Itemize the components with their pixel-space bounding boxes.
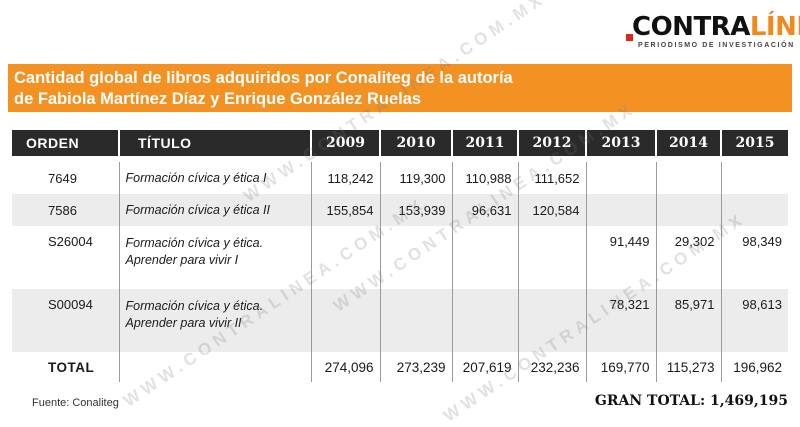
total-value-cell: 169,770 xyxy=(585,352,656,382)
titulo-cell: Formación cívica y ética. Aprender para v… xyxy=(118,289,311,352)
value-cell: 98,349 xyxy=(720,226,788,289)
value-cell xyxy=(379,289,452,352)
value-cell xyxy=(655,194,721,226)
header-orden: ORDEN xyxy=(12,130,119,156)
titulo-line-1: Formación cívica y ética. xyxy=(125,299,264,313)
header-year-2014: 2014 xyxy=(655,130,721,156)
data-table: ORDEN TÍTULO 2009 2010 2011 2012 2013 20… xyxy=(12,130,788,382)
value-cell xyxy=(451,289,518,352)
header-year-2015: 2015 xyxy=(720,130,788,156)
value-cell xyxy=(517,289,586,352)
value-cell xyxy=(379,226,452,289)
chart-title-line-2: de Fabiola Martínez Díaz y Enrique Gonzá… xyxy=(14,90,422,108)
value-cell: 120,584 xyxy=(517,194,586,226)
titulo-line-2: Aprender para vivir II xyxy=(125,316,242,330)
logo-brand-part1: CONTRA xyxy=(632,12,750,42)
total-value-cell: 232,236 xyxy=(517,352,586,382)
table-row: S00094 Formación cívica y ética. Aprender… xyxy=(12,289,788,352)
value-cell: 96,631 xyxy=(451,194,518,226)
value-cell: 29,302 xyxy=(655,226,721,289)
titulo-line-1: Formación cívica y ética. xyxy=(125,236,264,250)
titulo-cell: Formación cívica y ética II xyxy=(118,194,311,226)
logo-wordmark: CONTRALÍNEA xyxy=(632,12,800,42)
spacer-row xyxy=(12,156,788,162)
source-note: Fuente: Conaliteg xyxy=(32,397,119,409)
logo-red-square xyxy=(626,34,633,41)
value-cell xyxy=(310,226,380,289)
total-empty-cell xyxy=(118,352,311,382)
value-cell xyxy=(720,194,788,226)
value-cell: 118,242 xyxy=(310,162,380,194)
total-value-cell: 274,096 xyxy=(310,352,380,382)
header-year-2010: 2010 xyxy=(379,130,452,156)
value-cell xyxy=(517,226,586,289)
total-row: TOTAL 274,096 273,239 207,619 232,236 16… xyxy=(12,352,788,382)
header-year-2013: 2013 xyxy=(585,130,656,156)
grand-total: GRAN TOTAL: 1,469,195 xyxy=(594,393,788,409)
value-cell: 153,939 xyxy=(379,194,452,226)
chart-title-line-1: Cantidad global de libros adquiridos por… xyxy=(14,69,513,87)
value-cell xyxy=(720,162,788,194)
value-cell: 155,854 xyxy=(310,194,380,226)
table-row: S26004 Formación cívica y ética. Aprender… xyxy=(12,226,788,289)
value-cell xyxy=(310,289,380,352)
value-cell: 110,988 xyxy=(451,162,518,194)
titulo-line-2: Aprender para vivir I xyxy=(125,253,239,267)
value-cell: 98,613 xyxy=(720,289,788,352)
orden-cell: 7586 xyxy=(12,194,119,226)
header-row: ORDEN TÍTULO 2009 2010 2011 2012 2013 20… xyxy=(12,130,788,156)
title-banner: Cantidad global de libros adquiridos por… xyxy=(8,64,792,112)
value-cell: 111,652 xyxy=(517,162,586,194)
header-year-2009: 2009 xyxy=(310,130,380,156)
value-cell xyxy=(451,226,518,289)
logo-tagline: PERIODISMO DE INVESTIGACIÓN xyxy=(638,42,795,49)
value-cell: 91,449 xyxy=(585,226,656,289)
table-row: 7649 Formación cívica y ética I 118,242 … xyxy=(12,162,788,194)
total-value-cell: 207,619 xyxy=(451,352,518,382)
titulo-cell: Formación cívica y ética I xyxy=(118,162,311,194)
table-row: 7586 Formación cívica y ética II 155,854… xyxy=(12,194,788,226)
spacer-cell xyxy=(12,156,788,162)
logo-brand-part2: LÍNEA xyxy=(749,12,800,42)
value-cell xyxy=(585,194,656,226)
total-value-cell: 196,962 xyxy=(720,352,788,382)
total-value-cell: 115,273 xyxy=(655,352,721,382)
value-cell: 119,300 xyxy=(379,162,452,194)
header-titulo: TÍTULO xyxy=(118,130,311,156)
orden-cell: 7649 xyxy=(48,170,77,186)
header-year-2011: 2011 xyxy=(451,130,518,156)
value-cell: 78,321 xyxy=(585,289,656,352)
value-cell: 85,971 xyxy=(655,289,721,352)
total-value-cell: 273,239 xyxy=(379,352,452,382)
orden-cell: S00094 xyxy=(12,289,119,352)
value-cell xyxy=(655,162,721,194)
value-cell xyxy=(585,162,656,194)
contralinea-logo: CONTRALÍNEA PERIODISMO DE INVESTIGACIÓN xyxy=(626,12,800,56)
total-label: TOTAL xyxy=(48,359,95,375)
titulo-cell: Formación cívica y ética. Aprender para v… xyxy=(118,226,311,289)
orden-cell: S26004 xyxy=(48,234,93,249)
header-year-2012: 2012 xyxy=(517,130,586,156)
